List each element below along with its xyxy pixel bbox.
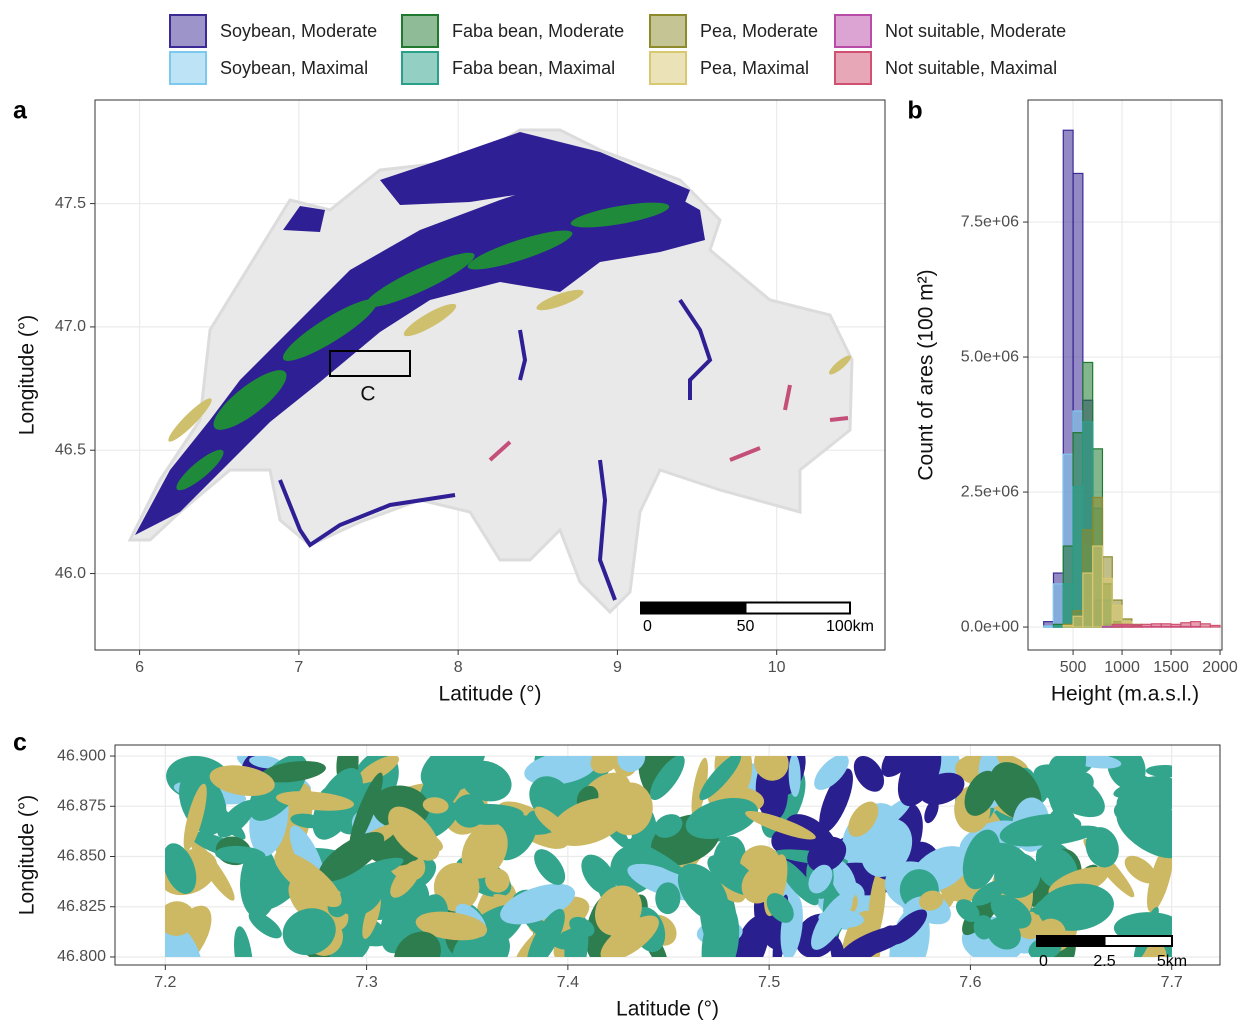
- legend-key: [835, 15, 871, 47]
- scale-bar-label: 2.5: [1093, 953, 1115, 970]
- histogram-bar: [1083, 573, 1093, 627]
- scale-bar-label: 50: [737, 618, 755, 635]
- x-axis-title: Latitude (°): [616, 998, 719, 1021]
- histogram-bar: [1102, 627, 1112, 628]
- y-axis-title: Count of ares (100 m²): [915, 269, 938, 480]
- histogram-bar: [1171, 624, 1181, 627]
- y-tick-label: 46.850: [57, 848, 106, 865]
- scale-bar-white: [746, 603, 851, 614]
- legend-key: [170, 15, 206, 47]
- x-tick-label: 9: [613, 659, 622, 676]
- x-tick-label: 7.3: [355, 974, 377, 991]
- histogram-bar: [1142, 624, 1152, 627]
- scale-bar-label: 0: [643, 618, 652, 635]
- y-tick-label: 46.800: [57, 948, 106, 965]
- y-tick-label: 46.875: [57, 797, 106, 814]
- legend-key: [402, 52, 438, 84]
- x-tick-label: 7.2: [154, 974, 176, 991]
- x-tick-label: 1000: [1104, 659, 1140, 676]
- y-axis-title: Longitude (°): [16, 795, 39, 915]
- y-tick-label: 47.0: [55, 318, 86, 335]
- x-axis-title: Height (m.a.s.l.): [1051, 683, 1199, 706]
- y-tick-label: 46.900: [57, 747, 106, 764]
- legend-key: [170, 52, 206, 84]
- histogram-bar: [1044, 626, 1054, 627]
- histogram-bar: [1073, 487, 1083, 627]
- scale-bar-white: [1105, 936, 1173, 946]
- legend-label: Faba bean, Moderate: [452, 21, 624, 41]
- x-tick-label: 7.7: [1161, 974, 1183, 991]
- histogram-bar: [1210, 625, 1220, 627]
- legend-label: Faba bean, Maximal: [452, 58, 615, 78]
- scale-bar-black: [641, 603, 746, 614]
- x-tick-label: 7.6: [959, 974, 981, 991]
- scale-bar-black: [1037, 936, 1105, 946]
- legend-key: [835, 52, 871, 84]
- x-tick-label: 10: [768, 659, 786, 676]
- y-tick-label: 47.5: [55, 195, 86, 212]
- histogram-bar: [1122, 624, 1132, 627]
- segment: [830, 418, 848, 420]
- histogram-bar: [1093, 546, 1103, 627]
- scale-bar-label: 5km: [1157, 953, 1187, 970]
- histogram-bar: [1053, 584, 1063, 627]
- histogram-bar: [1102, 578, 1112, 627]
- legend-label: Not suitable, Moderate: [885, 21, 1066, 41]
- figure: 6 7 8 9 10 46.0 46.5 47.0 47.5 Latitude (°) Longit…: [0, 0, 1252, 1028]
- histogram-bar: [1053, 626, 1063, 627]
- legend-key: [650, 52, 686, 84]
- scale-bar-label: 0: [1039, 953, 1048, 970]
- scale-bar-label: 100km: [826, 618, 874, 635]
- panel-letter: c: [13, 729, 27, 757]
- histogram-bar: [1063, 584, 1073, 627]
- y-tick-label: 5.0e+06: [961, 348, 1019, 365]
- inset-label: C: [360, 383, 375, 406]
- histogram-bar: [1132, 625, 1142, 627]
- histogram-bar: [1063, 625, 1073, 627]
- histogram-bar: [1191, 622, 1201, 627]
- legend-label: Not suitable, Maximal: [885, 58, 1057, 78]
- y-tick-label: 46.0: [55, 565, 86, 582]
- land-patch: [451, 804, 523, 825]
- y-tick-label: 2.5e+06: [961, 483, 1019, 500]
- x-tick-label: 7: [294, 659, 303, 676]
- y-axis-title: Longitude (°): [16, 315, 39, 435]
- x-tick-label: 8: [454, 659, 463, 676]
- histogram-bar: [1181, 623, 1191, 627]
- panel-background: [1028, 100, 1222, 650]
- x-tick-label: 6: [135, 659, 144, 676]
- histogram-bar: [1112, 624, 1122, 627]
- legend-key: [650, 15, 686, 47]
- histogram-bar: [1161, 624, 1171, 627]
- x-tick-label: 500: [1060, 659, 1087, 676]
- y-tick-label: 46.5: [55, 441, 86, 458]
- histogram-bar: [1151, 624, 1161, 627]
- y-tick-label: 0.0e+00: [961, 618, 1019, 635]
- panel-letter: a: [13, 97, 28, 125]
- legend-label: Soybean, Maximal: [220, 58, 368, 78]
- histogram-bar: [1073, 616, 1083, 627]
- x-tick-label: 2000: [1202, 659, 1238, 676]
- legend-label: Soybean, Moderate: [220, 21, 377, 41]
- x-axis-title: Latitude (°): [439, 683, 542, 706]
- x-tick-label: 7.4: [557, 974, 579, 991]
- y-tick-label: 7.5e+06: [961, 213, 1019, 230]
- page: 6 7 8 9 10 46.0 46.5 47.0 47.5 Latitude (°) Longit…: [0, 0, 1252, 1028]
- y-tick-label: 46.825: [57, 898, 106, 915]
- legend-key: [402, 15, 438, 47]
- panel-letter: b: [907, 97, 922, 125]
- histogram-bar: [1200, 624, 1210, 627]
- x-tick-label: 1500: [1153, 659, 1189, 676]
- x-tick-label: 7.5: [758, 974, 780, 991]
- legend-label: Pea, Moderate: [700, 21, 818, 41]
- legend-label: Pea, Maximal: [700, 58, 809, 78]
